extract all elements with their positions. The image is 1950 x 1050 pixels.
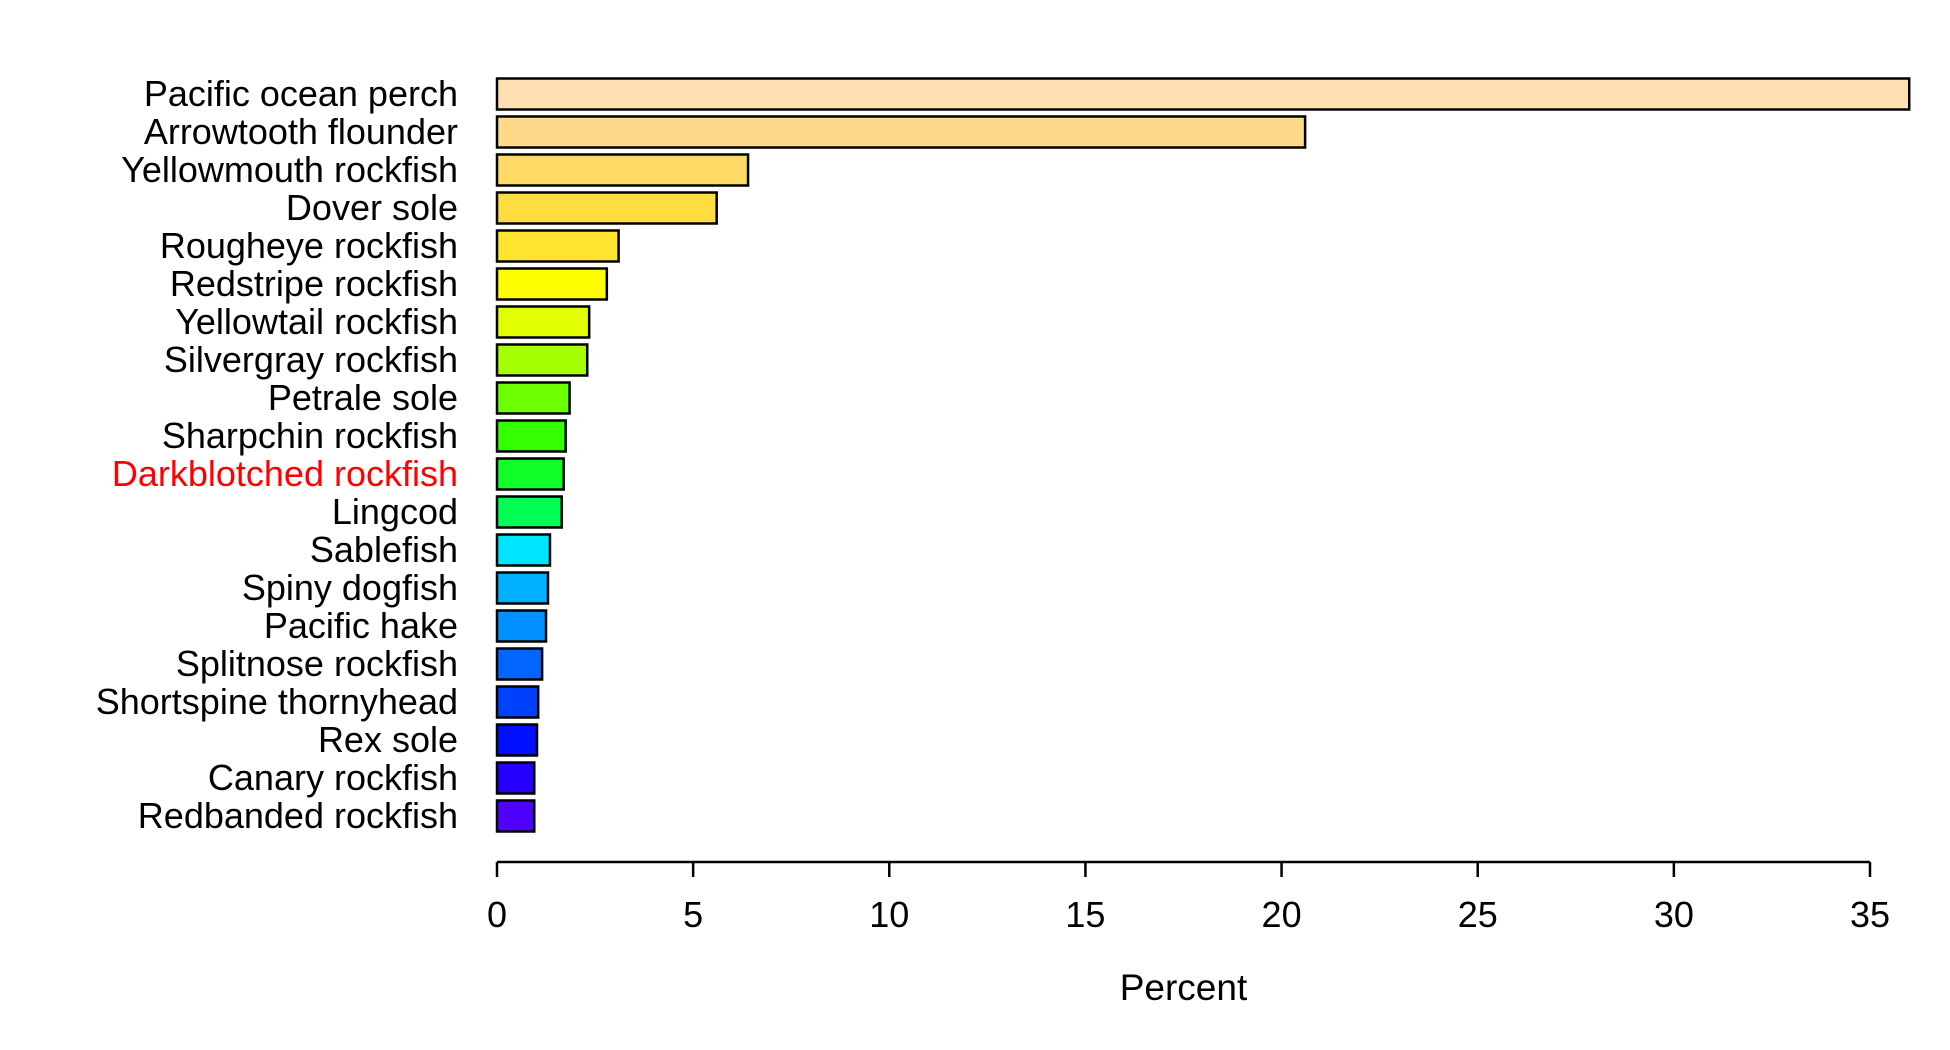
- bar-yellowtail-rockfish: [495, 305, 591, 339]
- bar-redstripe-rockfish: [495, 267, 609, 301]
- bar-sharpchin-rockfish: [495, 419, 567, 453]
- x-tick-label-0: 0: [487, 894, 507, 935]
- category-label-silvergray-rockfish: Silvergray rockfish: [164, 339, 458, 380]
- category-label-sharpchin-rockfish: Sharpchin rockfish: [162, 415, 458, 456]
- bar-lingcod: [495, 495, 563, 529]
- x-axis: 0 5 10 15 20 25 30 35: [487, 860, 1890, 935]
- category-label-shortspine-thornyhead: Shortspine thornyhead: [96, 681, 458, 722]
- category-label-rougheye-rockfish: Rougheye rockfish: [160, 225, 458, 266]
- bar-yellowmouth-rockfish: [495, 153, 750, 187]
- category-label-pacific-hake: Pacific hake: [264, 605, 458, 646]
- category-label-yellowmouth-rockfish: Yellowmouth rockfish: [121, 149, 458, 190]
- x-tick-label-10: 10: [869, 894, 909, 935]
- bar-shortspine-thornyhead: [495, 685, 540, 719]
- bar-rougheye-rockfish: [495, 229, 620, 263]
- x-tick-label-25: 25: [1458, 894, 1498, 935]
- bar-arrowtooth-flounder: [495, 115, 1307, 149]
- bar-rex-sole: [495, 723, 539, 757]
- bar-sablefish: [495, 533, 552, 567]
- bar-pacific-ocean-perch: [495, 77, 1911, 111]
- category-label-petrale-sole: Petrale sole: [268, 377, 458, 418]
- category-label-spiny-dogfish: Spiny dogfish: [242, 567, 458, 608]
- bar-dover-sole: [495, 191, 718, 225]
- x-axis-label: Percent: [1120, 967, 1248, 1008]
- bar-spiny-dogfish: [495, 571, 550, 605]
- category-label-pacific-ocean-perch: Pacific ocean perch: [144, 73, 458, 114]
- bar-silvergray-rockfish: [495, 343, 589, 377]
- bars-group: [495, 77, 1911, 833]
- bar-pacific-hake: [495, 609, 548, 643]
- bar-splitnose-rockfish: [495, 647, 544, 681]
- category-label-redbanded-rockfish: Redbanded rockfish: [138, 795, 458, 836]
- category-label-canary-rockfish: Canary rockfish: [208, 757, 458, 798]
- category-label-rex-sole: Rex sole: [318, 719, 458, 760]
- category-label-lingcod: Lingcod: [332, 491, 458, 532]
- category-label-darkblotched-rockfish: Darkblotched rockfish: [112, 453, 458, 494]
- category-label-redstripe-rockfish: Redstripe rockfish: [170, 263, 458, 304]
- x-tick-label-30: 30: [1654, 894, 1694, 935]
- x-tick-label-35: 35: [1850, 894, 1890, 935]
- category-label-arrowtooth-flounder: Arrowtooth flounder: [144, 111, 458, 152]
- category-label-sablefish: Sablefish: [310, 529, 458, 570]
- bar-canary-rockfish: [495, 761, 536, 795]
- bar-petrale-sole: [495, 381, 571, 415]
- x-tick-label-20: 20: [1262, 894, 1302, 935]
- x-tick-label-5: 5: [683, 894, 703, 935]
- x-tick-label-15: 15: [1065, 894, 1105, 935]
- category-label-yellowtail-rockfish: Yellowtail rockfish: [175, 301, 458, 342]
- category-label-dover-sole: Dover sole: [286, 187, 458, 228]
- bar-redbanded-rockfish: [495, 799, 536, 833]
- category-label-splitnose-rockfish: Splitnose rockfish: [176, 643, 458, 684]
- bar-darkblotched-rockfish: [495, 457, 565, 491]
